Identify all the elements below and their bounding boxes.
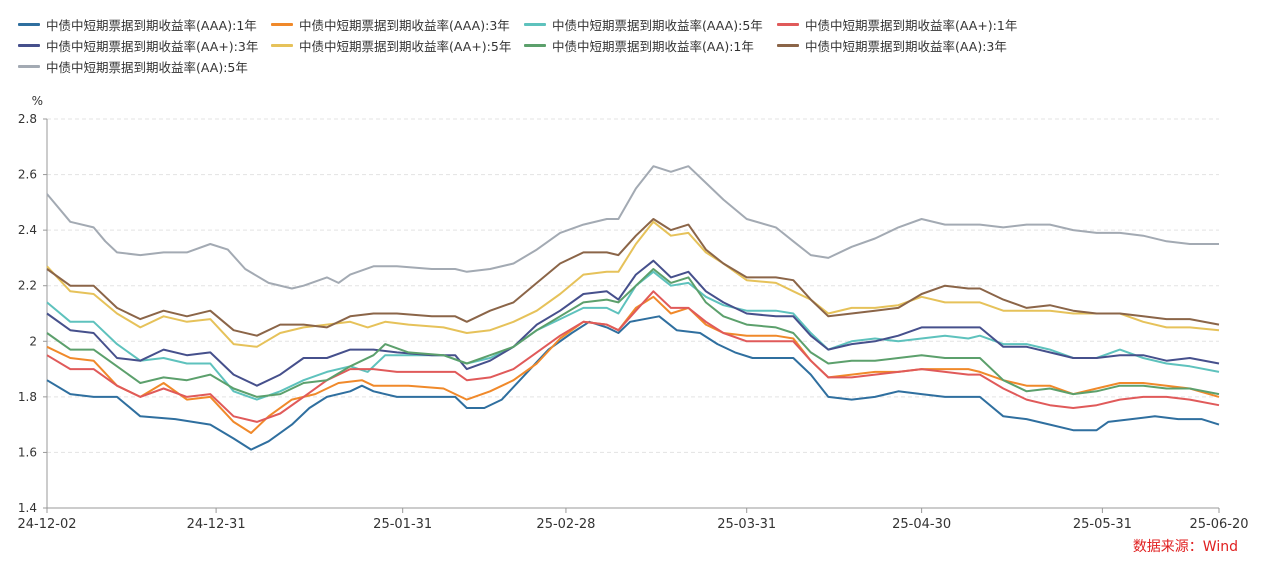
x-tick-label: 25-05-31	[1073, 517, 1132, 532]
y-tick-label: 1.8	[18, 390, 37, 404]
series-line-7	[46, 268, 1220, 398]
y-tick-label: 1.4	[18, 501, 37, 515]
legend-swatch	[777, 22, 799, 26]
legend-swatch	[271, 43, 293, 47]
legend-label: 中债中短期票据到期收益率(AA+):1年	[805, 17, 1018, 33]
legend-item[interactable]: 中债中短期票据到期收益率(AAA):1年	[18, 14, 257, 34]
legend-item[interactable]: 中债中短期票据到期收益率(AA):3年	[777, 35, 1007, 55]
legend-swatch	[524, 43, 546, 47]
legend-swatch	[18, 43, 40, 47]
legend-item[interactable]: 中债中短期票据到期收益率(AA+):5年	[271, 35, 511, 55]
legend-label: 中债中短期票据到期收益率(AA):1年	[552, 38, 754, 54]
legend-swatch	[271, 22, 293, 26]
legend-label: 中债中短期票据到期收益率(AA+):5年	[299, 38, 512, 54]
y-axis-unit: %	[32, 94, 43, 108]
legend-label: 中债中短期票据到期收益率(AA+):3年	[46, 38, 259, 54]
series-line-1	[46, 315, 1220, 451]
legend-item[interactable]: 中债中短期票据到期收益率(AAA):5年	[524, 14, 763, 34]
series-line-3	[46, 270, 1220, 401]
y-tick-label: 1.6	[18, 445, 37, 459]
x-tick-label: 24-12-02	[17, 517, 76, 532]
series-line-8	[46, 218, 1220, 337]
x-tick-label: 25-02-28	[536, 517, 595, 532]
series-line-6	[46, 220, 1220, 348]
legend-swatch	[524, 22, 546, 26]
legend-item[interactable]: 中债中短期票据到期收益率(AAA):3年	[271, 14, 510, 34]
legend-label: 中债中短期票据到期收益率(AAA):1年	[46, 17, 257, 33]
data-source-label: 数据来源：Wind	[1132, 539, 1238, 555]
legend-label: 中债中短期票据到期收益率(AA):5年	[46, 59, 248, 75]
y-tick-label: 2.2	[18, 279, 37, 293]
legend-item[interactable]: 中债中短期票据到期收益率(AA):1年	[524, 35, 754, 55]
y-tick-label: 2.6	[18, 168, 37, 182]
legend-swatch	[18, 64, 40, 68]
legend-item[interactable]: 中债中短期票据到期收益率(AA+):3年	[18, 35, 258, 55]
legend-item[interactable]: 中债中短期票据到期收益率(AA+):1年	[777, 14, 1017, 34]
series-line-4	[46, 290, 1220, 423]
x-tick-label: 25-06-20	[1189, 517, 1248, 532]
x-tick-label: 24-12-31	[187, 517, 246, 532]
legend-item[interactable]: 中债中短期票据到期收益率(AA):5年	[18, 56, 248, 76]
y-tick-label: 2	[29, 334, 37, 348]
legend-label: 中债中短期票据到期收益率(AA):3年	[805, 38, 1007, 54]
x-tick-label: 25-01-31	[373, 517, 432, 532]
y-tick-label: 2.8	[18, 112, 37, 126]
legend-swatch	[777, 43, 799, 47]
x-tick-label: 25-03-31	[717, 517, 776, 532]
legend-label: 中债中短期票据到期收益率(AAA):3年	[299, 17, 510, 33]
legend-label: 中债中短期票据到期收益率(AAA):5年	[552, 17, 763, 33]
legend-swatch	[18, 22, 40, 26]
y-tick-label: 2.4	[18, 223, 37, 237]
series-line-5	[46, 259, 1220, 387]
series-line-9	[46, 165, 1219, 290]
x-tick-label: 25-04-30	[892, 517, 951, 532]
